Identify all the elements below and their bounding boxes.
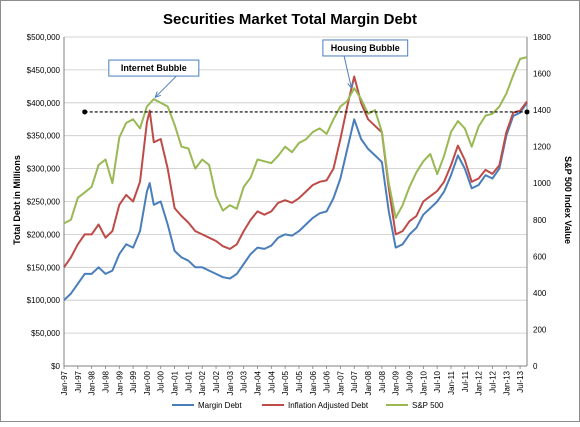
legend-item-s-p-500: S&P 500 xyxy=(386,401,444,410)
reference-line-end-dot xyxy=(524,109,530,115)
y-right-tick-label: 1800 xyxy=(533,33,551,42)
annotations: Internet Bubble Housing Bubble xyxy=(108,39,409,99)
callout-label: Internet Bubble xyxy=(121,63,187,73)
x-tick-label: Jul-01 xyxy=(184,370,193,392)
y-left-tick-label: $450,000 xyxy=(27,66,61,75)
y-left-tick-label: $500,000 xyxy=(27,33,61,42)
x-tick-label: Jul-05 xyxy=(295,370,304,392)
x-tick-label: Jul-13 xyxy=(516,370,525,392)
callout-label: Housing Bubble xyxy=(331,43,400,53)
y-axis-right-ticks: 0 200 400 600 800 1000 1200 1400 1600 1800 xyxy=(533,33,551,371)
x-tick-label: Jul-06 xyxy=(323,370,332,392)
y-right-tick-label: 800 xyxy=(533,216,547,225)
x-tick-label: Jan-02 xyxy=(198,370,207,395)
x-tick-label: Jul-12 xyxy=(488,370,497,392)
series-line-s-p-500 xyxy=(63,56,528,225)
y-right-tick-label: 1000 xyxy=(533,179,551,188)
chart-title: Securities Market Total Margin Debt xyxy=(163,11,417,28)
y-right-tick-label: 0 xyxy=(533,362,538,371)
callout-arrow xyxy=(343,55,352,89)
x-tick-label: Jan-07 xyxy=(336,370,345,395)
x-tick-label: Jul-09 xyxy=(406,370,415,392)
callout-arrow xyxy=(154,75,177,98)
y-left-tick-label: $350,000 xyxy=(27,132,61,141)
x-tick-label: Jan-06 xyxy=(309,370,318,395)
x-tick-label: Jan-04 xyxy=(253,370,262,395)
reference-line-group xyxy=(82,109,530,115)
x-tick-label: Jan-13 xyxy=(502,370,511,395)
y-left-tick-label: $300,000 xyxy=(27,165,61,174)
reference-line-start-dot xyxy=(82,109,88,115)
legend-item-inflation-adjusted-debt: Inflation Adjusted Debt xyxy=(262,401,369,410)
y-left-tick-label: $0 xyxy=(51,362,60,371)
plot-area xyxy=(63,37,528,367)
y-axis-left-title: Total Debt in Millions xyxy=(12,155,22,245)
legend-item-margin-debt: Margin Debt xyxy=(172,401,242,410)
x-tick-label: Jul-02 xyxy=(212,370,221,392)
y-right-tick-label: 1400 xyxy=(533,106,551,115)
x-tick-label: Jul-99 xyxy=(129,370,138,392)
x-tick-label: Jul-11 xyxy=(461,370,470,392)
y-left-tick-label: $150,000 xyxy=(27,263,61,272)
y-left-tick-label: $400,000 xyxy=(27,99,61,108)
callout-arrowhead xyxy=(347,82,354,90)
x-tick-label: Jan-05 xyxy=(281,370,290,395)
x-tick-label: Jul-98 xyxy=(101,370,110,392)
y-axis-left-ticks: $0 $50,000 $100,000 $150,000 $200,000 $250,00… xyxy=(27,33,61,371)
series-line-inflation-adjusted-debt xyxy=(63,75,528,268)
legend: Margin Debt Inflation Adjusted Debt S&P 50… xyxy=(172,401,444,410)
x-tick-label: Jan-11 xyxy=(447,370,456,394)
x-tick-label: Jan-99 xyxy=(115,370,124,395)
y-right-tick-label: 1600 xyxy=(533,70,551,79)
x-tick-label: Jan-10 xyxy=(419,370,428,395)
y-right-tick-label: 1200 xyxy=(533,143,551,152)
x-tick-label: Jan-01 xyxy=(171,370,180,395)
x-tick-label: Jan-98 xyxy=(88,370,97,395)
x-tick-label: Jul-03 xyxy=(240,370,249,392)
y-right-tick-label: 400 xyxy=(533,289,547,298)
legend-label: S&P 500 xyxy=(412,401,444,410)
x-tick-label: Jan-00 xyxy=(143,370,152,395)
callout-box xyxy=(108,59,200,77)
x-tick-label: Jan-09 xyxy=(392,370,401,395)
x-tick-label: Jan-12 xyxy=(475,370,484,395)
y-left-tick-label: $100,000 xyxy=(27,296,61,305)
x-tick-label: Jan-08 xyxy=(364,370,373,395)
callout-box xyxy=(322,39,409,57)
y-left-tick-label: $250,000 xyxy=(27,198,61,207)
x-tick-label: Jul-04 xyxy=(267,370,276,392)
callout-arrowhead xyxy=(154,91,162,99)
y-left-tick-label: $50,000 xyxy=(31,329,60,338)
x-tick-label: Jul-07 xyxy=(350,370,359,392)
x-tick-label: Jul-08 xyxy=(378,370,387,392)
x-tick-label: Jan-97 xyxy=(60,370,69,395)
callout-housing-bubble: Housing Bubble xyxy=(322,39,409,90)
y-right-tick-label: 200 xyxy=(533,325,547,334)
y-left-tick-label: $200,000 xyxy=(27,230,61,239)
series-lines xyxy=(63,56,528,301)
x-tick-label: Jul-00 xyxy=(157,370,166,392)
y-right-tick-label: 600 xyxy=(533,252,547,261)
x-tick-label: Jul-97 xyxy=(74,370,83,392)
series-line-margin-debt xyxy=(63,102,528,301)
x-tick-label: Jan-03 xyxy=(226,370,235,395)
legend-label: Inflation Adjusted Debt xyxy=(288,401,369,410)
x-axis-ticks: Jan-97 Jul-97 Jan-98 Jul-98 Jan-99 Jul-99 Jan-… xyxy=(60,366,525,395)
callout-internet-bubble: Internet Bubble xyxy=(108,59,200,99)
legend-label: Margin Debt xyxy=(198,401,242,410)
y-axis-right-title: S&P 500 Index Value xyxy=(563,156,573,244)
x-tick-label: Jul-10 xyxy=(433,370,442,392)
